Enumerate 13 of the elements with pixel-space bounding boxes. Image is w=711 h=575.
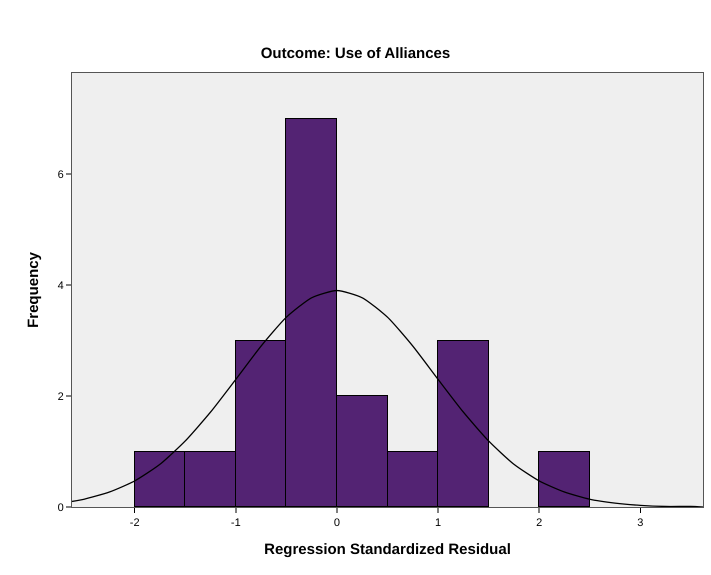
y-tick-label: 6: [58, 168, 64, 181]
x-tick-label: 3: [637, 517, 644, 530]
x-tick-label: 1: [434, 517, 442, 530]
x-tick-label: 2: [536, 517, 542, 530]
y-tick-label: 4: [58, 280, 64, 292]
x-axis-title: Regression Standardized Residual: [264, 541, 511, 558]
y-axis-title: Frequency: [24, 251, 42, 328]
x-tick-label: -1: [230, 517, 241, 530]
x-tick-label: 0: [334, 517, 340, 530]
y-tick-label: 2: [58, 390, 64, 403]
chart-title: Outcome: Use of Alliances: [260, 45, 450, 62]
y-tick-label: 0: [58, 502, 64, 514]
x-tick-label: -2: [130, 517, 140, 530]
